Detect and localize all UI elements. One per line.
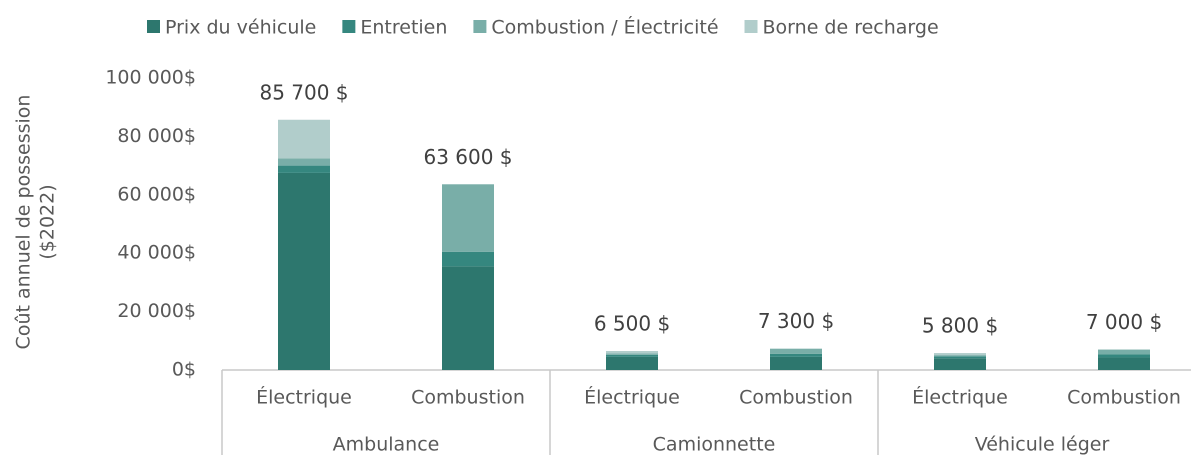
y-tick-label: 100 000$ [105, 67, 196, 89]
legend-label: Combustion / Électricité [491, 16, 718, 39]
legend-swatch [744, 20, 758, 33]
x-tick-label: Combustion [1067, 387, 1181, 409]
y-tick-label: 0$ [172, 359, 196, 381]
bar-segment [934, 358, 986, 370]
bar-segment [770, 356, 822, 370]
bar-segment [606, 353, 658, 355]
bar-segment [934, 355, 986, 357]
bar-segment [606, 356, 658, 370]
bar-segment [770, 353, 822, 357]
total-label: 85 700 $ [259, 80, 348, 104]
x-tick-label: Électrique [912, 386, 1008, 409]
legend-swatch [473, 20, 487, 33]
total-label: 63 600 $ [423, 145, 512, 169]
y-axis-label: ($2022) [37, 184, 59, 259]
bar-segment [442, 184, 494, 252]
bar-segment [1098, 357, 1150, 370]
bar-segment [1098, 349, 1150, 355]
group-label: Camionnette [653, 434, 776, 455]
legend-label: Entretien [360, 17, 447, 39]
total-label: 6 500 $ [594, 312, 670, 336]
bar-segment [1098, 354, 1150, 358]
y-tick-label: 60 000$ [117, 183, 196, 205]
x-tick-label: Électrique [256, 386, 352, 409]
bar-segment [770, 348, 822, 354]
total-label: 5 800 $ [922, 314, 998, 338]
legend-label: Prix du véhicule [165, 17, 316, 39]
x-tick-label: Électrique [584, 386, 680, 409]
group-label: Ambulance [333, 434, 440, 455]
y-tick-label: 80 000$ [117, 125, 196, 147]
legend-swatch [147, 20, 160, 33]
x-tick-label: Combustion [411, 387, 525, 409]
y-tick-label: 20 000$ [117, 300, 196, 322]
bar-segment [934, 356, 986, 359]
bar-segment [442, 251, 494, 267]
legend-swatch [342, 20, 356, 33]
total-label: 7 300 $ [758, 309, 834, 333]
bar-segment [278, 172, 330, 370]
bar-segment [606, 351, 658, 354]
group-label: Véhicule léger [975, 434, 1110, 455]
bar-segment [442, 266, 494, 370]
legend-label: Borne de recharge [763, 17, 939, 39]
bar-segment [278, 119, 330, 159]
x-tick-label: Combustion [739, 387, 853, 409]
y-tick-label: 40 000$ [117, 242, 196, 264]
y-axis-label: Coût annuel de possession [13, 95, 35, 350]
bar-segment [278, 158, 330, 166]
bar-segment [934, 353, 986, 356]
total-label: 7 000 $ [1086, 310, 1162, 334]
bar-segment [606, 354, 658, 357]
bar-segment [278, 165, 330, 173]
